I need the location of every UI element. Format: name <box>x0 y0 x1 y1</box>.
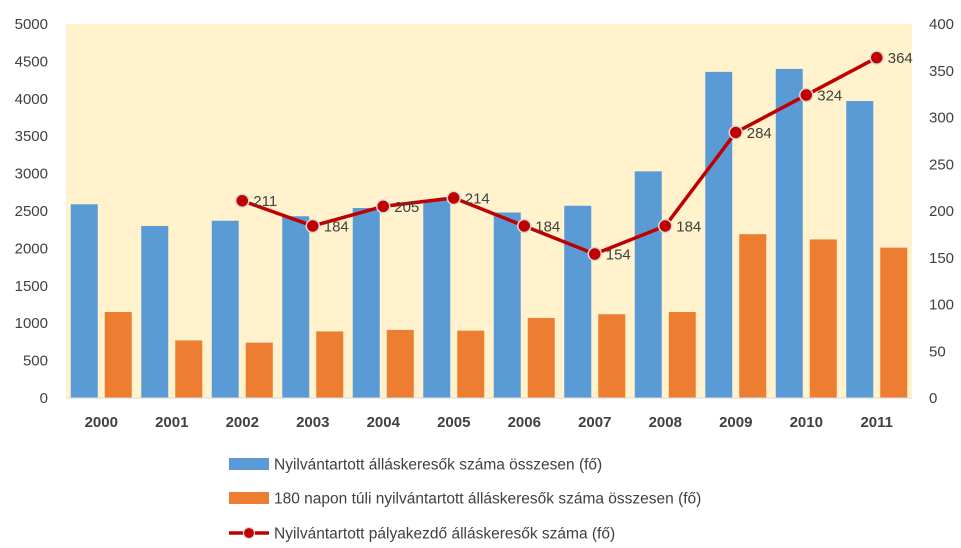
x-tick-2000: 2000 <box>85 414 118 431</box>
point-entrants-2010 <box>799 87 814 103</box>
data-label-entrants-2002: 211 <box>253 193 277 210</box>
y-left-tick-3000: 3000 <box>15 166 48 183</box>
bar-total-2001 <box>141 225 169 398</box>
line-series-entrants <box>241 56 878 256</box>
x-tick-2005: 2005 <box>437 414 470 431</box>
data-label-entrants-2005: 214 <box>465 190 490 207</box>
y-left-tick-5000: 5000 <box>15 16 48 33</box>
y-right-tick-200: 200 <box>929 203 954 220</box>
bar-total-2007 <box>564 205 592 398</box>
bar-longterm-2008 <box>668 311 696 398</box>
bars-layer <box>70 68 908 398</box>
point-entrants-2007 <box>587 246 602 262</box>
x-tick-2004: 2004 <box>367 414 401 431</box>
y-left-tick-0: 0 <box>40 390 48 407</box>
y-right-tick-0: 0 <box>929 390 937 407</box>
x-tick-2008: 2008 <box>649 414 682 431</box>
bar-total-2010 <box>775 68 803 398</box>
y-left-tick-2000: 2000 <box>15 240 48 257</box>
points-layer <box>235 50 884 262</box>
y-right-tick-350: 350 <box>929 63 954 80</box>
y-right-tick-400: 400 <box>929 16 954 33</box>
point-entrants-2009 <box>728 125 743 140</box>
bar-total-2011 <box>846 101 874 398</box>
data-label-entrants-2006: 184 <box>535 218 560 235</box>
bar-longterm-2001 <box>175 340 203 398</box>
data-label-entrants-2003: 184 <box>324 218 349 235</box>
y-right-tick-250: 250 <box>929 156 954 173</box>
bar-total-2008 <box>634 171 662 398</box>
legend-swatch-marker <box>242 526 256 540</box>
y-left-tick-4000: 4000 <box>15 91 48 108</box>
y-left-tick-500: 500 <box>23 353 48 370</box>
y-right-tick-150: 150 <box>929 250 954 267</box>
point-entrants-2005 <box>446 190 461 206</box>
bar-longterm-2010 <box>809 239 837 398</box>
bar-total-2005 <box>423 199 451 398</box>
x-tick-2007: 2007 <box>578 414 611 431</box>
bar-longterm-2002 <box>245 342 273 398</box>
bar-longterm-2009 <box>739 234 767 398</box>
legend-swatch-1 <box>229 492 269 504</box>
bar-longterm-2011 <box>880 247 908 398</box>
y-left-tick-4500: 4500 <box>15 53 48 70</box>
x-tick-2011: 2011 <box>860 414 893 431</box>
y-right-tick-300: 300 <box>929 110 954 127</box>
bar-longterm-2003 <box>316 331 344 398</box>
x-tick-2010: 2010 <box>790 414 823 431</box>
data-label-entrants-2007: 154 <box>606 247 631 264</box>
point-entrants-2003 <box>305 218 320 234</box>
bar-total-2000 <box>70 204 98 398</box>
y-left-tick-2500: 2500 <box>15 203 48 220</box>
data-label-entrants-2011: 364 <box>888 50 913 67</box>
data-label-entrants-2008: 184 <box>676 218 701 235</box>
y-left-tick-1000: 1000 <box>15 315 48 332</box>
data-label-entrants-2004: 205 <box>394 199 419 216</box>
x-tick-2009: 2009 <box>719 414 752 431</box>
x-tick-2006: 2006 <box>508 414 541 431</box>
y-left-tick-1500: 1500 <box>15 278 48 295</box>
point-entrants-2002 <box>235 193 250 208</box>
x-tick-2002: 2002 <box>226 414 259 431</box>
y-left-tick-3500: 3500 <box>15 128 48 145</box>
bar-longterm-2006 <box>527 317 555 398</box>
point-entrants-2006 <box>517 218 532 234</box>
legend-label-0: Nyilvántartott álláskeresők száma összes… <box>274 457 602 474</box>
x-tick-2003: 2003 <box>296 414 329 431</box>
legend-swatch-0 <box>229 458 269 470</box>
bar-total-2004 <box>352 208 380 398</box>
bar-total-2002 <box>211 220 239 398</box>
point-entrants-2004 <box>376 199 391 214</box>
legend-label-1: 180 napon túli nyilvántartott álláskeres… <box>274 491 701 508</box>
bar-longterm-2004 <box>386 329 414 398</box>
bar-longterm-2000 <box>104 311 132 398</box>
bar-total-2009 <box>705 71 733 398</box>
y-axis-left: 0 500 1000 1500 2000 2500 3000 3500 4000 4500 5000 <box>15 16 48 407</box>
bar-longterm-2007 <box>598 314 626 398</box>
bar-total-2003 <box>282 216 310 398</box>
bar-total-2006 <box>493 212 521 398</box>
data-label-entrants-2009: 284 <box>747 125 772 142</box>
legend-label-2: Nyilvántartott pályakezdő álláskeresők s… <box>274 526 615 543</box>
point-entrants-2008 <box>658 218 673 234</box>
y-right-tick-100: 100 <box>929 297 954 314</box>
data-labels-layer: 211 184 205 214 184 154 184 284 324 364 <box>253 50 913 263</box>
bar-longterm-2005 <box>457 330 485 398</box>
x-axis: 2000 2001 2002 2003 2004 2005 2006 2007 2008 2009… <box>66 397 912 431</box>
point-entrants-2011 <box>869 50 884 65</box>
x-tick-2001: 2001 <box>155 414 188 431</box>
y-axis-right: 0 50 100 150 200 250 300 350 400 <box>929 16 954 407</box>
line-layer <box>241 56 878 256</box>
y-right-tick-50: 50 <box>929 343 946 360</box>
data-label-entrants-2010: 324 <box>817 88 842 105</box>
legend: Nyilvántartott álláskeresők száma összes… <box>229 457 701 543</box>
